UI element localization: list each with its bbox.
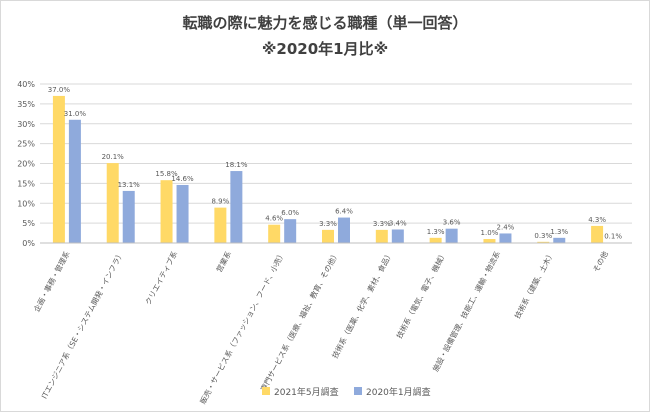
legend-swatch xyxy=(262,387,270,395)
y-tick-label: 5% xyxy=(22,219,35,228)
value-label: 20.1% xyxy=(102,153,125,161)
value-label: 6.4% xyxy=(335,208,353,216)
y-tick-label: 35% xyxy=(17,100,35,109)
value-label: 1.3% xyxy=(427,228,445,236)
bar xyxy=(230,171,243,243)
bar xyxy=(483,239,496,243)
x-tick-label: その他 xyxy=(590,249,610,274)
value-label: 13.1% xyxy=(118,181,141,189)
y-tick-label: 25% xyxy=(17,140,35,149)
bar xyxy=(391,229,404,243)
chart-title: 転職の際に魅力を感じる職種（単一回答） xyxy=(182,14,468,32)
bar xyxy=(268,224,281,243)
value-label: 31.0% xyxy=(64,110,87,118)
bar xyxy=(106,163,119,243)
bar xyxy=(68,119,81,243)
bar xyxy=(537,241,550,243)
value-label: 1.3% xyxy=(550,228,568,236)
bar xyxy=(52,95,65,243)
bar xyxy=(591,225,604,243)
y-tick-label: 30% xyxy=(17,120,35,129)
x-tick-label: クリエイティブ系 xyxy=(143,249,180,307)
bar xyxy=(553,237,566,243)
bars xyxy=(52,95,620,244)
value-label: 4.3% xyxy=(588,216,606,224)
bar xyxy=(322,229,334,243)
bar xyxy=(284,219,297,243)
value-label: 1.0% xyxy=(481,229,499,237)
bar xyxy=(445,228,458,243)
y-tick-label: 40% xyxy=(17,80,35,89)
x-tick-label: 技術系（医薬、化学、素材、食品） xyxy=(329,249,394,360)
value-label: 0.1% xyxy=(604,233,622,241)
value-label: 2.4% xyxy=(497,223,515,231)
bar xyxy=(122,190,135,243)
value-label: 37.0% xyxy=(48,86,71,94)
value-label: 3.6% xyxy=(443,219,461,227)
value-label: 18.1% xyxy=(225,161,248,169)
value-labels: 37.0% 31.0% 20.1% 13.1% 15.8%14.6% 8.9% 18.1% 4… xyxy=(48,86,623,241)
value-label: 4.6% xyxy=(265,215,283,223)
x-tick-label: 営業系 xyxy=(214,249,234,274)
bar xyxy=(375,229,388,243)
value-label: 8.9% xyxy=(211,198,229,206)
legend-label: 2021年5月調査 xyxy=(274,386,339,398)
value-label: 15.8% xyxy=(155,170,178,178)
bar xyxy=(214,207,227,243)
y-tick-label: 0% xyxy=(22,239,35,248)
bar xyxy=(160,180,173,243)
legend-label: 2020年1月調査 xyxy=(366,386,431,398)
y-axis: 0% 5% 10% 15% 20% 25% 30% 35% 40% xyxy=(17,80,35,248)
chart-subtitle: ※2020年1月比※ xyxy=(261,40,389,58)
value-label: 3.3% xyxy=(373,220,391,228)
bar xyxy=(429,237,442,243)
x-tick-label: 企画・事務・管理系 xyxy=(31,249,72,314)
gridlines xyxy=(40,83,632,244)
x-tick-label: 技術系（建築、土木） xyxy=(512,249,556,320)
legend-swatch xyxy=(354,387,362,395)
y-tick-label: 15% xyxy=(17,179,35,188)
value-label: 3.4% xyxy=(389,219,407,227)
bar xyxy=(338,217,350,243)
value-label: 14.6% xyxy=(171,175,194,183)
value-label: 0.3% xyxy=(534,232,552,240)
x-tick-label: 技術系（電気、電子、機械） xyxy=(394,249,449,340)
x-tick-label: 販売・サービス系（ファッション、フード、小売） xyxy=(197,249,286,405)
bar xyxy=(176,184,189,243)
bar xyxy=(499,233,512,243)
legend: 2021年5月調査 2020年1月調査 xyxy=(262,386,431,398)
y-tick-label: 10% xyxy=(17,199,35,208)
y-tick-label: 20% xyxy=(17,160,35,169)
value-label: 3.3% xyxy=(319,220,337,228)
value-label: 6.0% xyxy=(281,209,299,217)
